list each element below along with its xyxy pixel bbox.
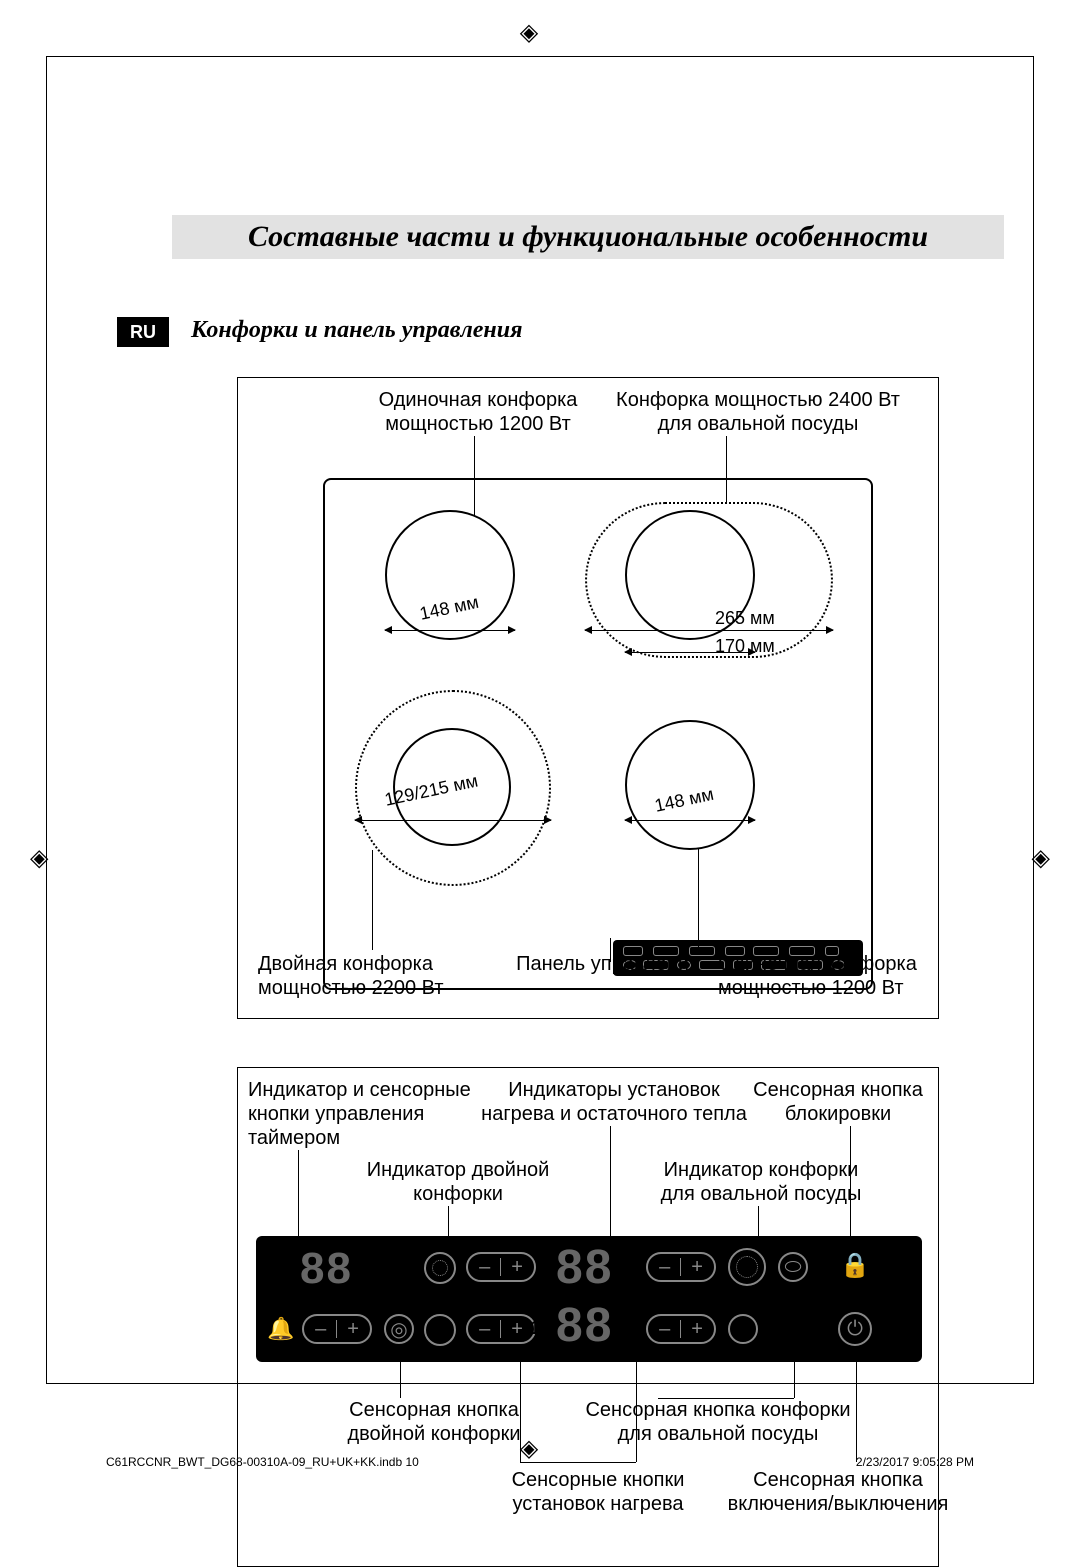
label-control-panel: Панель управления [498,952,718,976]
control-panel-diagram: Индикатор и сенсорныекнопки управленията… [237,1067,939,1567]
footer-timestamp: 2/23/2017 9:05:28 PM [856,1455,974,1469]
label-single-1200-bottom: Одиночная конфоркамощностью 1200 Вт [718,952,938,1000]
dim-arrow-tl [385,630,515,631]
cropmark-right: ◈ [1032,844,1050,873]
leader2-oval-btn1 [794,1318,795,1398]
minus-icon: – [649,1318,680,1341]
subtitle: Конфорки и панель управления [191,317,522,344]
dim-oval-inner: 170 мм [715,636,775,657]
footer-file: C61RCCNR_BWT_DG68-00310A-09_RU+UK+KK.ind… [106,1455,419,1469]
burner-indicator-bl [424,1314,456,1346]
leader2-dual-btn [400,1362,401,1398]
heat-display-top: 88 [556,1240,613,1295]
cropmark-top: ◈ [520,18,538,47]
page-frame: Составные части и функциональные особенн… [46,56,1034,1384]
leader2-heat [610,1126,611,1238]
label-oval-2400: Конфорка мощностью 2400 Втдля овальной п… [598,388,918,436]
burner-tr-adjust[interactable]: – + [646,1252,716,1282]
plus-icon: + [681,1318,713,1341]
power-button[interactable]: ⏻ [838,1312,872,1346]
burner-bottom-right [625,720,755,850]
minus-icon: – [649,1256,680,1279]
label-single-1200-top: Одиночная конфоркамощностью 1200 Вт [348,388,608,436]
page-number: 10 [530,1318,550,1339]
leader2-lock [850,1126,851,1254]
leader-br [698,848,699,952]
leader-tr [726,436,727,502]
page-title: Составные части и функциональные особенн… [172,215,1004,259]
dual-burner-button[interactable]: ◎ [384,1314,414,1344]
timer-display: 88 [300,1244,353,1294]
plus-icon: + [501,1256,533,1279]
dim-oval-outer: 265 мм [715,608,775,629]
label-heat-buttons: Сенсорные кнопкиустановок нагрева [478,1468,718,1516]
heat-display-bottom: 88 [556,1298,613,1353]
burner-top-left [385,510,515,640]
dim-arrow-oval-outer [585,630,833,631]
burner-bl-adjust[interactable]: – + [466,1314,536,1344]
minus-icon: – [469,1318,500,1341]
label-lock-button: Сенсорная кнопкаблокировки [738,1078,938,1126]
dim-arrow-br [625,820,755,821]
burner-br-adjust[interactable]: – + [646,1314,716,1344]
label-power-button: Сенсорная кнопкавключения/выключения [708,1468,968,1516]
label-dual-2200: Двойная конфоркамощностью 2200 Вт [258,952,488,1000]
control-panel: 🔔 88 – + ◎ – + – [256,1236,922,1362]
leader-bl [372,850,373,950]
label-heat-indicators: Индикаторы установокнагрева и остаточног… [474,1078,754,1126]
label-oval-button: Сенсорная кнопка конфоркидля овальной по… [568,1398,868,1446]
dim-arrow-bl [355,820,551,821]
bell-icon: 🔔 [266,1314,296,1344]
timer-adjust[interactable]: – + [302,1314,372,1344]
minus-icon: – [469,1256,500,1279]
oval-burner-button[interactable]: ⬭ [778,1252,808,1282]
burner-tl-adjust[interactable]: – + [466,1252,536,1282]
leader-tl [474,436,475,516]
plus-icon: + [681,1256,713,1279]
language-tag: RU [117,317,169,347]
burner-indicator-br [728,1314,758,1344]
hob-surface: 148 мм 265 мм 170 мм 129/215 мм 148 мм [323,478,873,990]
plus-icon: + [501,1318,533,1341]
plus-icon: + [337,1318,369,1341]
label-dual-indicator: Индикатор двойнойконфорки [348,1158,568,1206]
hob-diagram: Одиночная конфоркамощностью 1200 Вт Конф… [237,377,939,1019]
minus-icon: – [305,1318,336,1341]
label-timer: Индикатор и сенсорныекнопки управленията… [248,1078,478,1150]
label-oval-indicator: Индикатор конфоркидля овальной посуды [636,1158,886,1206]
label-dual-button: Сенсорная кнопкадвойной конфорки [324,1398,544,1446]
